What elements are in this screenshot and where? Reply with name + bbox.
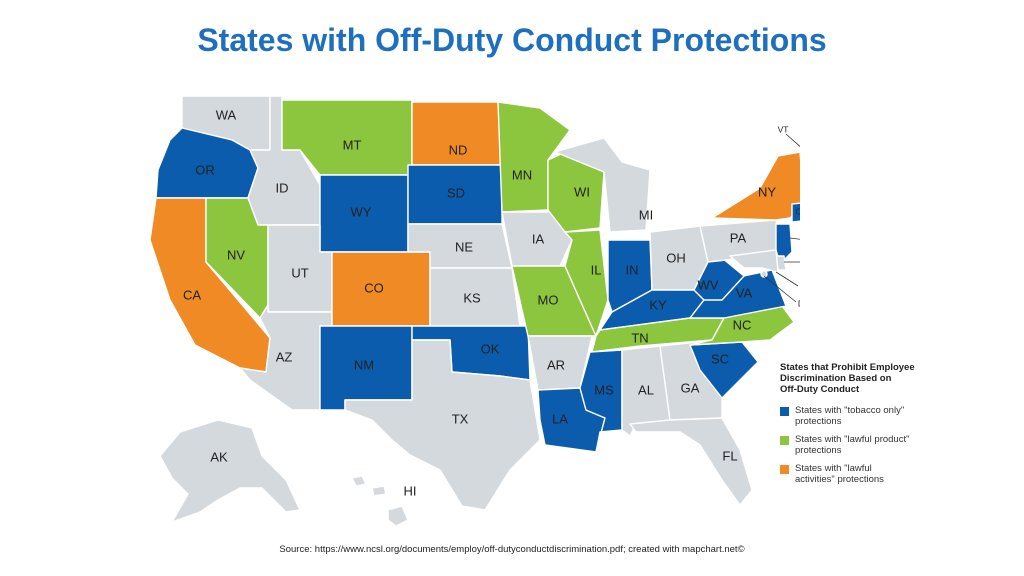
state-hi-1 [351, 475, 367, 487]
label-id: ID [276, 180, 289, 195]
state-hi-3 [387, 505, 409, 527]
legend-item-lawful-product: States with "lawful product" protections [780, 434, 930, 456]
label-pa: PA [730, 230, 747, 245]
legend: States that Prohibit Employee Discrimina… [780, 362, 930, 492]
legend-lawful-activities-line2: activities" protections [795, 474, 884, 485]
label-in: IN [626, 262, 639, 277]
legend-swatch-lawful-product [780, 436, 789, 445]
label-az: AZ [276, 349, 293, 364]
us-map: WA OR CA ID NV MT WY UT AZ CO NM ND SD N… [149, 95, 800, 527]
label-nd: ND [449, 142, 468, 157]
label-co: CO [364, 280, 384, 295]
label-hi: HI [404, 483, 417, 498]
label-al: AL [638, 382, 654, 397]
label-mt: MT [343, 137, 362, 152]
legend-swatch-lawful-activities [780, 465, 789, 474]
legend-lawful-activities-line1: States with "lawful [795, 463, 872, 474]
label-tn: TN [631, 330, 648, 345]
state-md [729, 249, 779, 273]
label-fl: FL [722, 448, 737, 463]
label-la: LA [552, 411, 568, 426]
legend-title-line3: Off-Duty Conduct [780, 384, 860, 395]
leader-dc [763, 275, 797, 303]
label-il: IL [591, 262, 602, 277]
legend-item-lawful-activities: States with "lawful activities" protecti… [780, 463, 930, 485]
label-ne: NE [455, 239, 473, 254]
legend-item-tobacco: States with "tobacco only" protections [780, 405, 930, 427]
state-ak [159, 419, 301, 523]
state-ct [791, 202, 800, 223]
label-tx: TX [452, 411, 469, 426]
label-ok: OK [481, 341, 500, 356]
label-or: OR [195, 162, 215, 177]
leader-md [775, 271, 799, 287]
label-wy: WY [351, 204, 372, 219]
state-fl [629, 417, 753, 506]
state-tx [344, 339, 541, 511]
state-nj [775, 223, 793, 265]
legend-tobacco-line1: States with "tobacco only" [795, 405, 905, 416]
label-dc: DC [798, 298, 800, 308]
label-ak: AK [210, 449, 228, 464]
state-hi-2 [371, 485, 387, 497]
label-ut: UT [291, 265, 308, 280]
legend-lawful-product-line1: States with "lawful product" [795, 434, 910, 445]
legend-lawful-product-line2: protections [795, 445, 842, 456]
label-ky: KY [649, 297, 667, 312]
label-ny: NY [758, 184, 776, 199]
label-sc: SC [711, 351, 729, 366]
label-mi: MI [639, 207, 653, 222]
label-nc: NC [733, 317, 752, 332]
label-nm: NM [354, 357, 374, 372]
state-mi [554, 137, 651, 233]
label-oh: OH [666, 250, 686, 265]
legend-title: States that Prohibit Employee Discrimina… [780, 362, 930, 395]
legend-title-line1: States that Prohibit Employee [780, 362, 915, 373]
legend-text-lawful-product: States with "lawful product" protections [795, 434, 909, 456]
label-va: VA [736, 285, 753, 300]
label-md: MD [799, 282, 800, 292]
label-vt: VT [778, 124, 789, 134]
page-title: States with Off-Duty Conduct Protections [197, 22, 827, 58]
legend-tobacco-line2: protections [795, 416, 842, 427]
label-ct: CT [795, 206, 800, 216]
legend-title-line2: Discrimination Based on [780, 373, 892, 384]
legend-text-tobacco: States with "tobacco only" protections [795, 405, 904, 427]
label-sd: SD [447, 185, 465, 200]
leader-nj [789, 237, 800, 240]
label-ks: KS [463, 290, 481, 305]
label-ca: CA [183, 287, 201, 302]
label-ia: IA [532, 231, 545, 246]
state-dc [760, 270, 768, 278]
label-mn: MN [512, 167, 532, 182]
label-nv: NV [227, 247, 245, 262]
state-il [564, 229, 609, 337]
legend-swatch-tobacco [780, 407, 789, 416]
leader-vt [785, 133, 800, 147]
legend-text-lawful-activities: States with "lawful activities" protecti… [795, 463, 884, 485]
source-note: Source: https://www.ncsl.org/documents/e… [279, 544, 745, 555]
label-wv: WV [698, 277, 719, 292]
label-ar: AR [547, 357, 565, 372]
label-ms: MS [594, 382, 614, 397]
label-mo: MO [538, 292, 559, 307]
label-ga: GA [681, 380, 700, 395]
label-wa: WA [216, 107, 237, 122]
state-ny [711, 151, 800, 221]
label-wi: WI [574, 184, 590, 199]
